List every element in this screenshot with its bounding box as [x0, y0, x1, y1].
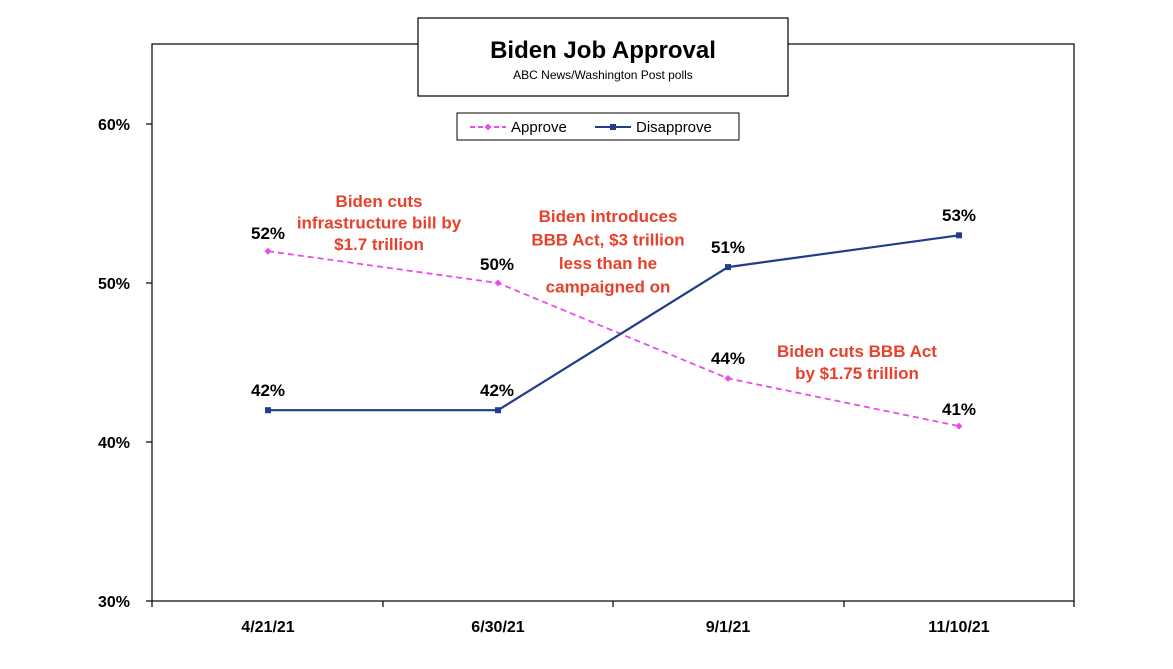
- data-label-disapprove: 51%: [711, 238, 745, 257]
- point-disapprove: [725, 264, 731, 271]
- annotation-line: BBB Act, $3 trillion: [531, 231, 684, 250]
- point-approve: [724, 374, 732, 382]
- x-tick-label: 11/10/21: [928, 619, 990, 636]
- data-label-approve: 44%: [711, 349, 745, 368]
- annotation-line: Biden introduces: [539, 207, 678, 226]
- annotation-line: Biden cuts BBB Act: [777, 342, 937, 361]
- point-approve: [494, 279, 502, 287]
- x-tick-label: 4/21/21: [241, 619, 294, 636]
- annotation-line: $1.7 trillion: [334, 235, 424, 254]
- annotations: Biden cuts infrastructure bill by $1.7 tri…: [297, 192, 937, 383]
- data-label-approve: 41%: [942, 400, 976, 419]
- point-approve: [955, 422, 963, 430]
- chart-subtitle: ABC News/Washington Post polls: [513, 68, 693, 82]
- data-label-disapprove: 42%: [251, 381, 285, 400]
- x-tick-label: 9/1/21: [706, 619, 751, 636]
- annotation-line: infrastructure bill by: [297, 214, 462, 233]
- annotation-line: less than he: [559, 254, 657, 273]
- y-tick-label: 40%: [98, 435, 130, 452]
- series-line-disapprove: [268, 234, 960, 412]
- series-layer: [264, 232, 963, 430]
- point-disapprove: [495, 407, 501, 414]
- legend-marker: [484, 123, 492, 131]
- legend: Approve Disapprove: [456, 112, 740, 141]
- y-tick-label: 60%: [98, 117, 130, 134]
- annotation-line: Biden cuts: [336, 192, 423, 211]
- legend-label-disapprove: Disapprove: [636, 119, 712, 136]
- data-label-approve: 52%: [251, 224, 285, 243]
- y-tick-label: 50%: [98, 276, 130, 293]
- axes: 30% 40% 50% 60% 4/21/21 6/30/21 9/1/21 11/10/21: [98, 117, 1075, 636]
- legend-marker: [610, 124, 616, 130]
- chart-title: Biden Job Approval: [490, 37, 716, 64]
- data-label-disapprove: 53%: [942, 206, 976, 225]
- annotation-line: campaigned on: [546, 278, 671, 297]
- point-approve: [264, 247, 272, 255]
- data-labels: 52% 50% 44% 41% 42% 42% 51% 53%: [251, 206, 976, 419]
- x-tick-label: 6/30/21: [471, 619, 524, 636]
- legend-label-approve: Approve: [511, 119, 567, 136]
- point-disapprove: [265, 407, 271, 414]
- data-label-disapprove: 42%: [480, 381, 514, 400]
- annotation-line: by $1.75 trillion: [795, 364, 919, 383]
- title-box: [417, 17, 789, 97]
- y-tick-label: 30%: [98, 594, 130, 611]
- data-label-approve: 50%: [480, 255, 514, 274]
- point-disapprove: [956, 232, 962, 239]
